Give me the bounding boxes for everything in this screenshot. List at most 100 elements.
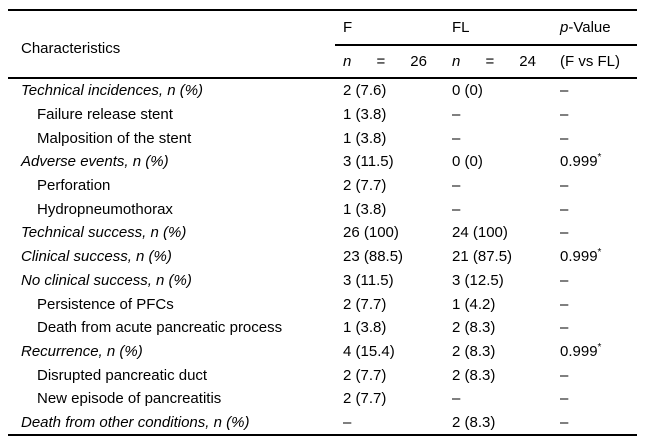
table-row: New episode of pancreatitis 2 (7.7) – – [8, 387, 637, 411]
p-value-text: – [560, 413, 569, 431]
cell-f: 2 (7.6) [343, 82, 387, 100]
table-row: Persistence of PFCs 2 (7.7) 1 (4.2) – [8, 292, 637, 316]
row-label: Technical incidences, n (%) [21, 82, 204, 100]
cell-f: 1 (3.8) [343, 319, 387, 337]
row-label: New episode of pancreatitis [37, 390, 222, 408]
n-symbol: n [452, 53, 461, 70]
n-symbol: n [343, 53, 352, 70]
p-value-text: – [560, 129, 569, 147]
table-row: No clinical success, n (%) 3 (11.5) 3 (1… [8, 269, 637, 293]
table-row: Adverse events, n (%) 3 (11.5) 0 (0) 0.9… [8, 150, 637, 174]
n-count: 24 [519, 53, 536, 70]
cell-p: – [552, 174, 637, 198]
table-row: Technical incidences, n (%) 2 (7.6) 0 (0… [8, 78, 637, 103]
p-value-text: – [560, 366, 569, 384]
cell-f: 2 (7.7) [343, 390, 387, 408]
cell-p: – [552, 292, 637, 316]
subheader-n-f: n = 26 [335, 45, 444, 79]
header-row-n: n = 26 n = 24 (F vs FL) [8, 45, 637, 79]
p-value-text: – [560, 177, 569, 195]
p-value-text: 0.999 [560, 153, 598, 171]
cell-p: – [552, 103, 637, 127]
p-value-text: – [560, 390, 569, 408]
equals-sign: = [485, 53, 495, 70]
equals-sign: = [376, 53, 386, 70]
cell-f: 23 (88.5) [343, 248, 404, 266]
cell-fl: 2 (8.3) [444, 410, 552, 437]
cell-fl: 24 (100) [452, 224, 508, 242]
cell-f: 4 (15.4) [343, 342, 395, 360]
p-value-text: – [560, 200, 569, 218]
cell-fl: 2 (8.3) [452, 319, 496, 337]
n-count: 26 [410, 53, 427, 70]
column-header-characteristics: Characteristics [8, 9, 335, 79]
p-value-text: – [560, 82, 569, 100]
cell-p: – [552, 316, 637, 340]
p-value-text: 0.999 [560, 342, 598, 360]
p-value-text: – [560, 106, 569, 124]
cell-f: 2 (7.7) [343, 295, 387, 313]
table-row: Failure release stent 1 (3.8) – – [8, 103, 637, 127]
row-label: Failure release stent [37, 106, 173, 124]
row-label: Death from acute pancreatic process [37, 319, 283, 337]
cell-fl: – [452, 390, 461, 408]
cell-p: 0.999* [552, 245, 637, 269]
row-label: Disrupted pancreatic duct [37, 366, 208, 384]
n-equals-24: n = 24 [452, 53, 536, 70]
p-value-text: – [560, 271, 569, 289]
cell-f: 1 (3.8) [343, 106, 387, 124]
subheader-f-vs-fl: (F vs FL) [552, 45, 637, 79]
column-header-pvalue: p-Value [552, 9, 637, 46]
column-header-fl: FL [444, 9, 552, 46]
pvalue-rest: -Value [568, 19, 611, 36]
cell-fl: 2 (8.3) [452, 342, 496, 360]
cell-fl: 21 (87.5) [452, 248, 513, 266]
table-row: Recurrence, n (%) 4 (15.4) 2 (8.3) 0.999… [8, 340, 637, 364]
cell-fl: 0 (0) [452, 153, 483, 171]
row-label: Recurrence, n (%) [21, 342, 143, 360]
cell-p: – [552, 221, 637, 245]
cell-fl: 1 (4.2) [452, 295, 496, 313]
row-label: No clinical success, n (%) [21, 271, 192, 289]
p-value-asterisk: * [597, 247, 602, 259]
cell-p: – [552, 387, 637, 411]
cell-p: – [552, 269, 637, 293]
cell-p: – [552, 78, 637, 103]
cell-f: 1 (3.8) [343, 200, 387, 218]
table-row: Clinical success, n (%) 23 (88.5) 21 (87… [8, 245, 637, 269]
cell-fl: – [452, 129, 461, 147]
p-value-text: – [560, 295, 569, 313]
cell-p: – [552, 363, 637, 387]
cell-f: – [335, 410, 444, 437]
cell-f: 3 (11.5) [343, 271, 394, 289]
table-row: Perforation 2 (7.7) – – [8, 174, 637, 198]
table-row: Disrupted pancreatic duct 2 (7.7) 2 (8.3… [8, 363, 637, 387]
cell-fl: 2 (8.3) [452, 366, 496, 384]
row-label: Adverse events, n (%) [21, 153, 169, 171]
cell-fl: 0 (0) [452, 82, 483, 100]
cell-fl: – [452, 200, 461, 218]
row-label: Persistence of PFCs [37, 295, 174, 313]
cell-f: 26 (100) [343, 224, 399, 242]
p-value-asterisk: * [597, 341, 602, 353]
cell-p: 0.999* [552, 150, 637, 174]
cell-f: 2 (7.7) [343, 366, 387, 384]
cell-p: – [552, 126, 637, 150]
row-label: Clinical success, n (%) [21, 248, 172, 266]
cell-p: 0.999* [552, 340, 637, 364]
row-label: Malposition of the stent [37, 129, 192, 147]
row-label: Technical success, n (%) [21, 224, 187, 242]
row-label: Perforation [37, 177, 111, 195]
row-label: Hydropneumothorax [37, 200, 173, 218]
cell-p: – [552, 197, 637, 221]
table-row: Hydropneumothorax 1 (3.8) – – [8, 197, 637, 221]
cell-p: – [552, 410, 637, 437]
column-header-f: F [335, 9, 444, 46]
table-row: Death from other conditions, n (%) – 2 (… [8, 410, 637, 437]
p-value-text: – [560, 319, 569, 337]
p-value-text: – [560, 224, 569, 242]
n-equals-26: n = 26 [343, 53, 427, 70]
cell-f: 1 (3.8) [343, 129, 387, 147]
cell-fl: – [452, 106, 461, 124]
